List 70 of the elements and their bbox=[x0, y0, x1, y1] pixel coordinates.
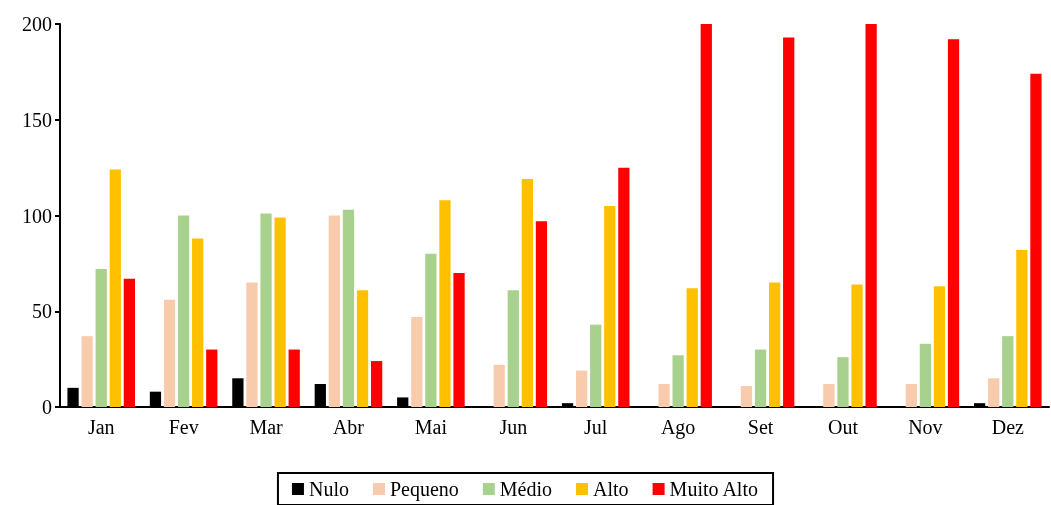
bar bbox=[576, 370, 588, 407]
bar bbox=[411, 317, 423, 407]
y-tick-label: 50 bbox=[32, 300, 52, 323]
legend-label: Nulo bbox=[308, 478, 349, 500]
legend-label: Alto bbox=[593, 478, 629, 500]
bar bbox=[740, 385, 753, 407]
bar bbox=[342, 209, 355, 407]
legend-label: Médio bbox=[499, 478, 553, 500]
bar bbox=[507, 290, 519, 407]
bar bbox=[192, 238, 204, 407]
bar bbox=[618, 167, 630, 407]
bar bbox=[672, 355, 684, 407]
bar bbox=[700, 24, 712, 407]
x-tick-label: Nov bbox=[908, 416, 943, 438]
x-tick-label: Ago bbox=[660, 416, 696, 439]
bar bbox=[81, 336, 93, 407]
bar bbox=[274, 217, 286, 407]
bar bbox=[356, 290, 369, 407]
bar bbox=[686, 288, 698, 407]
bar bbox=[425, 253, 437, 407]
bar bbox=[919, 343, 932, 407]
bar bbox=[590, 324, 602, 407]
bar bbox=[453, 272, 465, 407]
bar bbox=[1016, 249, 1028, 407]
bar bbox=[783, 37, 795, 407]
bar bbox=[109, 169, 121, 407]
bar bbox=[865, 24, 877, 407]
x-tick-label: Mai bbox=[414, 416, 448, 438]
x-tick-label: Set bbox=[747, 416, 774, 438]
bar bbox=[177, 215, 190, 407]
x-tick-label: Jul bbox=[584, 416, 608, 438]
bar bbox=[851, 284, 863, 407]
x-tick-label: Jun bbox=[499, 416, 528, 438]
bar bbox=[933, 286, 946, 407]
x-tick-label: Fev bbox=[168, 416, 199, 438]
x-tick-label: Jan bbox=[87, 416, 115, 438]
bar bbox=[754, 349, 767, 407]
y-tick-label: 200 bbox=[22, 13, 52, 35]
legend-label: Muito Alto bbox=[669, 478, 758, 500]
bar bbox=[328, 215, 341, 407]
bar bbox=[1002, 336, 1014, 407]
legend-label: Pequeno bbox=[389, 478, 459, 501]
x-tick-label: Dez bbox=[991, 416, 1025, 438]
bar bbox=[370, 361, 383, 407]
bar bbox=[206, 349, 218, 407]
bar bbox=[658, 384, 670, 407]
bar bbox=[905, 384, 917, 407]
x-tick-label: Abr bbox=[332, 416, 365, 438]
bar bbox=[123, 278, 135, 407]
bar bbox=[521, 179, 533, 407]
y-tick-label: 100 bbox=[22, 204, 52, 227]
bar bbox=[493, 364, 505, 407]
bar bbox=[1030, 73, 1042, 407]
bar bbox=[246, 282, 258, 407]
bar bbox=[604, 205, 616, 407]
bar bbox=[95, 269, 107, 407]
bar bbox=[288, 349, 300, 407]
bar bbox=[988, 378, 1000, 407]
bar bbox=[439, 200, 451, 407]
bar bbox=[947, 39, 960, 407]
bar bbox=[260, 213, 272, 407]
x-tick-label: Out bbox=[827, 416, 859, 438]
y-tick-label: 0 bbox=[42, 396, 52, 418]
x-tick-label: Mar bbox=[249, 416, 284, 438]
bar bbox=[163, 299, 176, 407]
y-tick-label: 150 bbox=[22, 108, 52, 131]
bar bbox=[768, 282, 781, 407]
bar bbox=[823, 384, 835, 407]
bar bbox=[837, 357, 849, 407]
bar bbox=[535, 221, 548, 407]
